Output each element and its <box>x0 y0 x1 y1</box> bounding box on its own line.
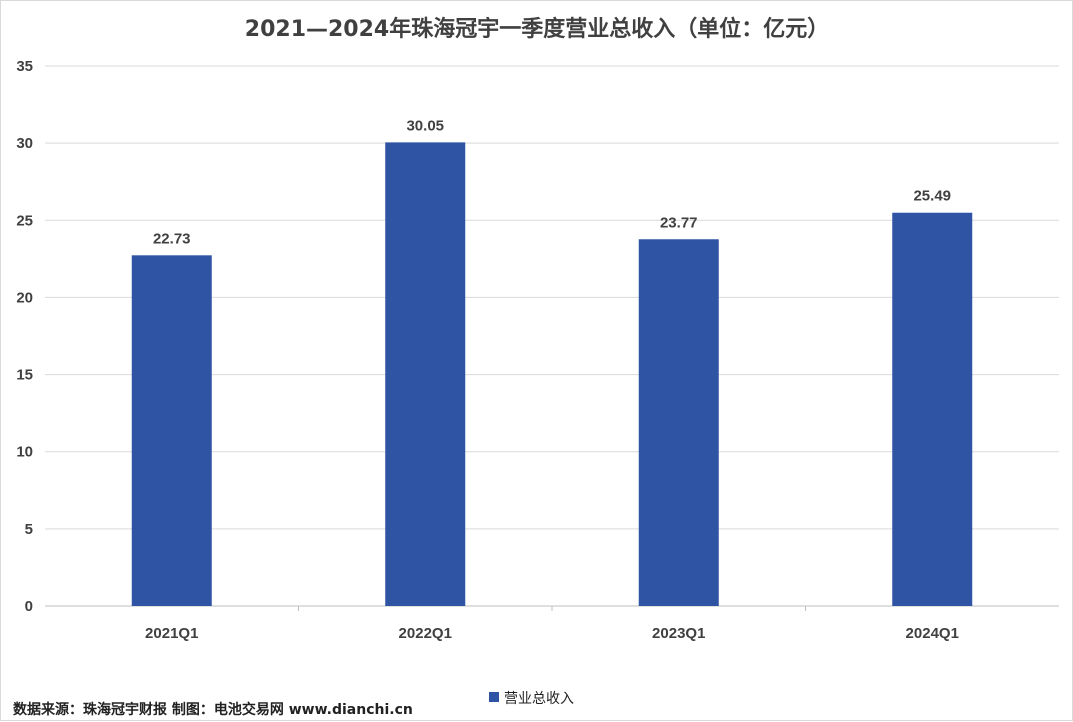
y-tick-label: 0 <box>25 598 33 615</box>
legend-swatch <box>489 692 499 702</box>
data-labels: 22.73 30.05 23.77 25.49 <box>153 117 951 247</box>
x-tick-label: 2022Q1 <box>399 625 452 642</box>
y-tick-label: 20 <box>16 289 33 306</box>
y-tick-label: 10 <box>16 444 33 461</box>
x-tick-label: 2024Q1 <box>906 625 959 642</box>
data-label: 22.73 <box>153 230 191 247</box>
legend: 营业总收入 <box>489 691 574 707</box>
y-tick-label: 35 <box>16 58 33 75</box>
y-tick-label: 5 <box>25 521 33 538</box>
gridlines <box>45 65 1059 611</box>
chart-title: 2021—2024年珠海冠宇一季度营业总收入（单位：亿元） <box>245 16 829 42</box>
source-note: 数据来源：珠海冠宇财报 制图：电池交易网 www.dianchi.cn <box>13 701 413 718</box>
bar <box>892 212 973 606</box>
x-tick-label: 2023Q1 <box>652 625 705 642</box>
y-tick-label: 15 <box>16 367 33 384</box>
x-tick-label: 2021Q1 <box>145 625 198 642</box>
y-tick-label: 25 <box>16 212 33 229</box>
bar <box>385 142 466 606</box>
bar <box>638 239 719 606</box>
data-label: 25.49 <box>913 188 951 205</box>
bars <box>131 142 973 606</box>
y-tick-label: 30 <box>16 135 33 152</box>
x-axis-ticks: 2021Q1 2022Q1 2023Q1 2024Q1 <box>145 625 959 642</box>
legend-label: 营业总收入 <box>504 691 574 707</box>
bar <box>131 255 212 606</box>
data-label: 30.05 <box>406 117 444 134</box>
data-label: 23.77 <box>660 214 698 231</box>
y-axis-ticks: 0 5 10 15 20 25 30 35 <box>16 58 33 615</box>
